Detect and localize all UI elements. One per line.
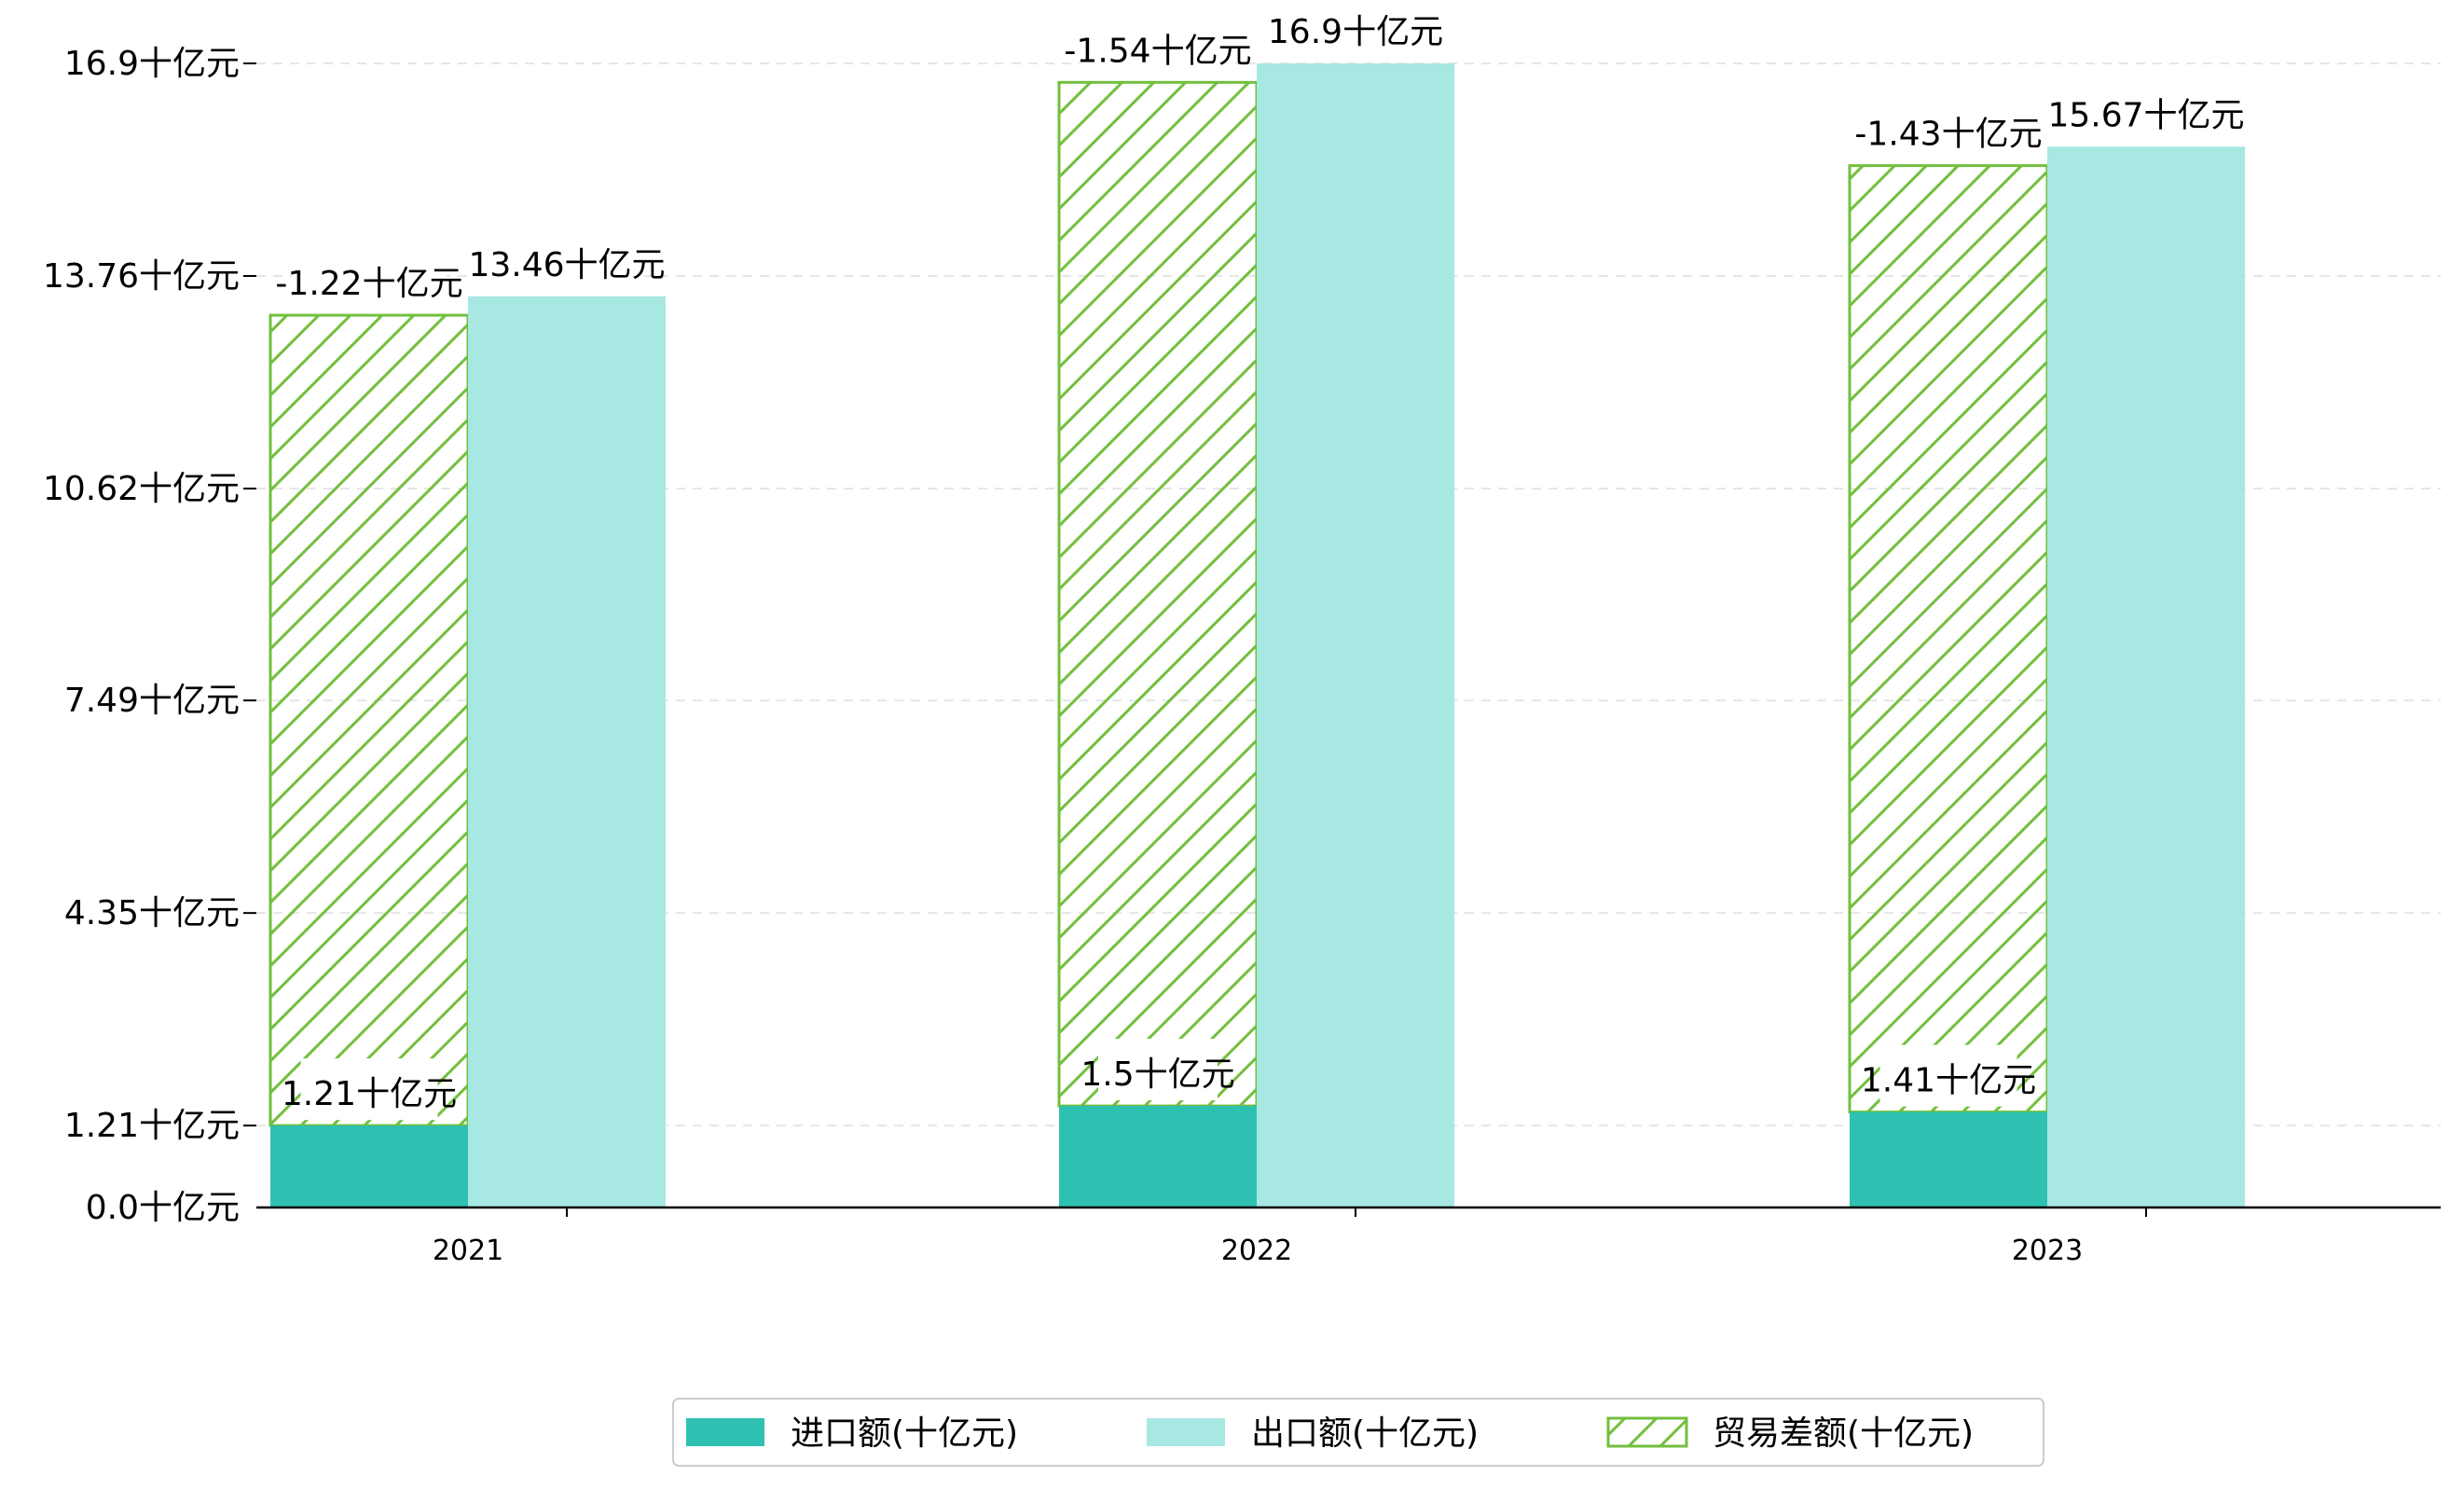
bar-import — [270, 1125, 468, 1207]
bar-export — [1257, 63, 1454, 1207]
legend-export-label: 出口额(十亿元) — [1251, 1414, 1479, 1453]
data-label-trade-balance-bg — [1871, 98, 2026, 160]
legend-trade-balance-label: 贸易差额(十亿元) — [1713, 1414, 1974, 1453]
bar-import — [1059, 1106, 1257, 1207]
y-tick-label: 16.9十亿元 — [64, 45, 240, 83]
bars — [268, 63, 2245, 1207]
data-label-import-bg — [300, 1058, 438, 1121]
data-label-trade-balance: -1.54十亿元 — [1064, 32, 1251, 70]
legend-trade-balance-swatch — [1606, 1416, 1688, 1448]
bar-trade-balance — [268, 313, 470, 1127]
data-labels: 13.46十亿元-1.22十亿元 1.21十亿元 16.9十亿元 -1.54十亿元 1.… — [275, 0, 2245, 1121]
data-label-export: 16.9十亿元 — [1268, 13, 1443, 51]
y-tick-label: 1.21十亿元 — [64, 1107, 240, 1145]
data-label-import: 1.41十亿元 — [1861, 1062, 2036, 1100]
data-label-import: 1.21十亿元 — [282, 1075, 457, 1113]
data-label-export-bg — [1287, 0, 1425, 58]
bar-import — [1850, 1111, 2047, 1207]
bar-export — [468, 296, 666, 1207]
data-label-trade-balance-bg — [1081, 15, 1235, 77]
legend-box — [672, 1398, 2044, 1467]
data-label-export: 15.67十亿元 — [2047, 96, 2244, 134]
x-tick-label: 2022 — [1221, 1235, 1292, 1267]
data-label-import: 1.5十亿元 — [1081, 1055, 1234, 1094]
data-label-trade-balance: -1.43十亿元 — [1854, 116, 2042, 154]
data-label-trade-balance-bg — [292, 248, 447, 310]
y-tick-label: 4.35十亿元 — [64, 894, 240, 932]
y-tick-label: 13.76十亿元 — [43, 257, 240, 296]
legend-import-swatch — [686, 1418, 764, 1446]
bar-export — [2047, 146, 2245, 1207]
bar-trade-balance — [1848, 164, 2049, 1114]
y-tick-label: 10.62十亿元 — [43, 470, 240, 508]
x-tick-label: 2021 — [433, 1235, 503, 1267]
data-label-export-bg — [2069, 79, 2223, 142]
legend-import-label: 进口额(十亿元) — [791, 1414, 1018, 1453]
bar-trade-balance — [1057, 80, 1259, 1108]
data-label-export: 13.46十亿元 — [468, 246, 665, 284]
legend: 进口额(十亿元) 出口额(十亿元) 贸易差额(十亿元) — [672, 1398, 2044, 1467]
legend-export-swatch — [1147, 1418, 1225, 1446]
data-label-import-bg — [1879, 1044, 2017, 1107]
x-tick-label: 2023 — [2012, 1235, 2083, 1267]
y-tick-label: 7.49十亿元 — [64, 682, 240, 720]
data-label-trade-balance: -1.22十亿元 — [275, 265, 462, 303]
y-tick-label: 0.0十亿元 — [86, 1189, 240, 1227]
data-label-export-bg — [489, 228, 644, 291]
axes: 0.0十亿元 1.21十亿元 4.35十亿元 7.49十亿元 10.62十亿元 13.76… — [43, 45, 2441, 1267]
data-label-import-bg — [1098, 1039, 1218, 1101]
